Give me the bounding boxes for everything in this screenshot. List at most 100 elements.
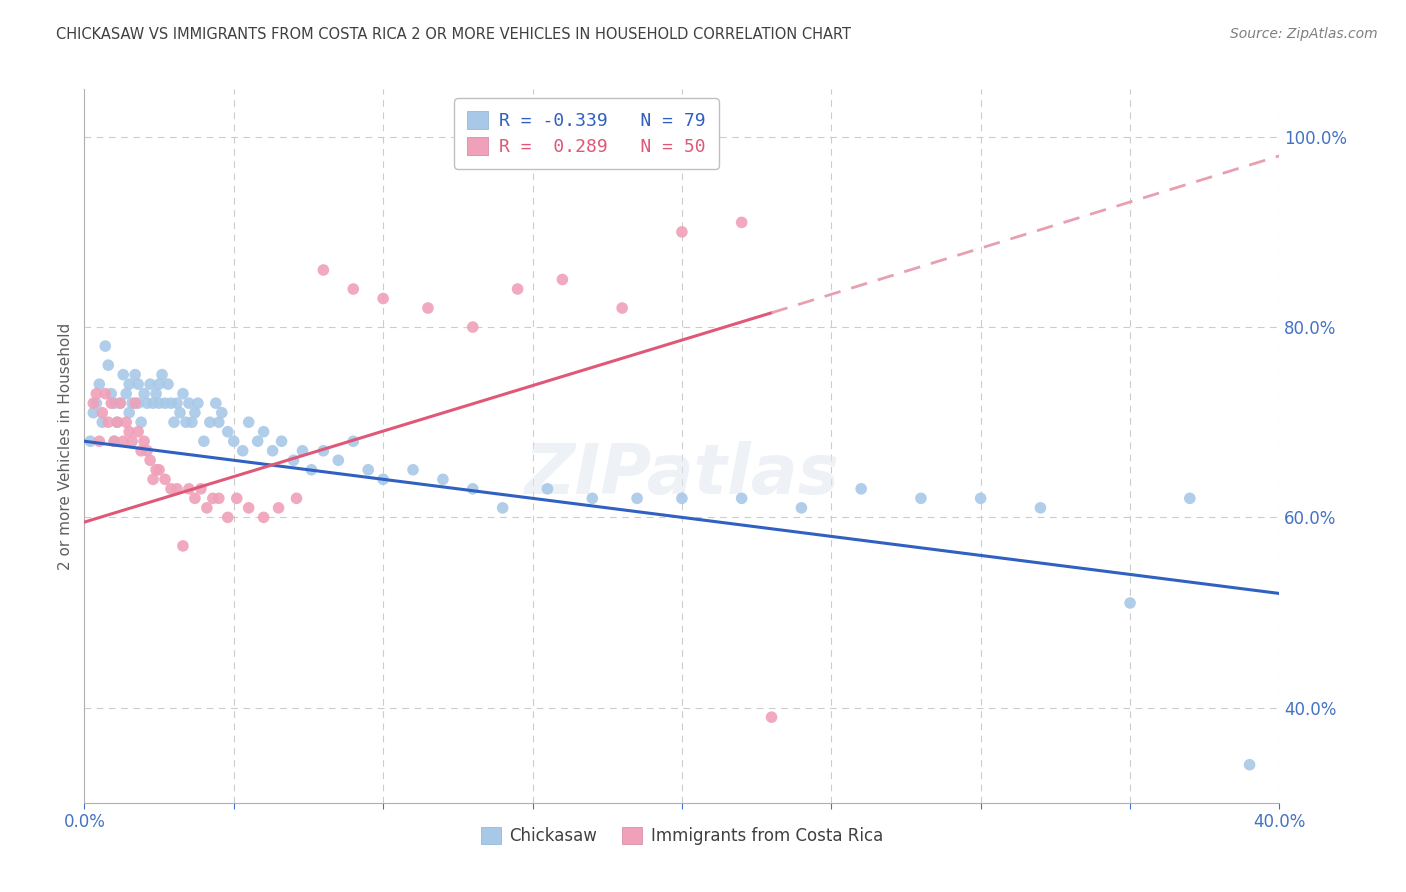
Text: CHICKASAW VS IMMIGRANTS FROM COSTA RICA 2 OR MORE VEHICLES IN HOUSEHOLD CORRELAT: CHICKASAW VS IMMIGRANTS FROM COSTA RICA … [56,27,851,42]
Point [232,443,254,458]
Point [1239,757,1261,772]
Point [270,434,292,449]
Point [551,272,574,286]
Point [86,386,108,401]
Point [222,434,245,449]
Point [115,386,138,401]
Point [217,510,239,524]
Point [124,396,146,410]
Point [671,491,693,506]
Point [148,377,170,392]
Point [142,472,165,486]
Point [1029,500,1052,515]
Point [181,415,204,429]
Point [121,396,143,410]
Point [373,472,395,486]
Point [132,386,156,401]
Point [145,463,167,477]
Point [1119,596,1142,610]
Point [581,491,603,506]
Point [94,339,117,353]
Point [172,386,194,401]
Point [312,263,335,277]
Point [217,425,239,439]
Point [91,406,114,420]
Point [97,358,120,372]
Point [148,463,170,477]
Point [312,443,335,458]
Point [89,377,111,392]
Point [136,443,159,458]
Point [91,415,114,429]
Point [127,377,149,392]
Point [205,396,228,410]
Point [357,463,380,477]
Point [342,434,364,449]
Point [506,282,529,296]
Point [177,482,200,496]
Point [373,292,395,306]
Point [253,425,276,439]
Point [190,482,212,496]
Point [432,472,454,486]
Point [112,434,135,449]
Point [110,396,132,410]
Point [731,491,754,506]
Point [416,301,439,315]
Point [1178,491,1201,506]
Point [148,396,170,410]
Point [208,491,231,506]
Point [139,377,162,392]
Point [238,500,260,515]
Point [127,396,149,410]
Point [328,453,350,467]
Point [851,482,873,496]
Y-axis label: 2 or more Vehicles in Household: 2 or more Vehicles in Household [58,322,73,570]
Point [461,320,484,334]
Point [761,710,783,724]
Point [110,396,132,410]
Point [201,491,224,506]
Point [671,225,693,239]
Point [970,491,993,506]
Point [172,539,194,553]
Point [103,434,125,449]
Point [118,406,141,420]
Point [211,406,233,420]
Point [195,500,218,515]
Point [612,301,634,315]
Point [790,500,813,515]
Point [208,415,231,429]
Point [246,434,269,449]
Point [142,396,165,410]
Point [103,396,125,410]
Point [145,386,167,401]
Point [253,510,276,524]
Point [461,482,484,496]
Point [166,396,188,410]
Point [626,491,648,506]
Point [267,500,290,515]
Point [132,434,156,449]
Point [105,415,128,429]
Point [285,491,308,506]
Point [187,396,209,410]
Point [169,406,191,420]
Point [153,396,176,410]
Point [160,396,183,410]
Point [127,425,149,439]
Point [105,415,128,429]
Point [492,500,515,515]
Point [166,482,188,496]
Point [115,415,138,429]
Point [118,425,141,439]
Point [121,434,143,449]
Point [153,472,176,486]
Point [79,434,101,449]
Point [184,406,207,420]
Point [139,453,162,467]
Point [94,386,117,401]
Point [174,415,197,429]
Point [124,368,146,382]
Point [238,415,260,429]
